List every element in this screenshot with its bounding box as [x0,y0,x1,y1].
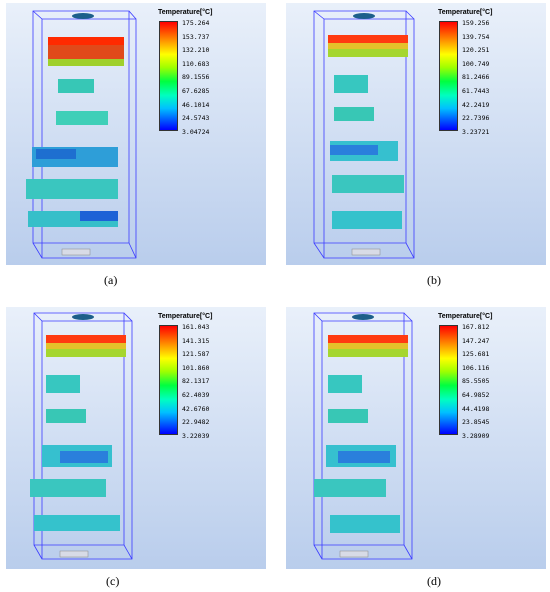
tick-label: 42.2419 [462,100,490,109]
tick-label: 141.315 [182,336,210,345]
panel-caption: (d) [427,574,441,588]
colorbar-tick-labels: 175.264 153.737 132.210 110.683 89.1556 … [182,19,242,136]
panel-caption: (c) [106,574,120,588]
tick-label: 89.1556 [182,73,210,82]
legend-title: Temperature[°C] [438,313,493,320]
tick-label: 3.22039 [182,431,210,440]
tick-label: 42.6760 [182,404,210,413]
tick-label: 22.7396 [462,114,490,123]
simulation-panel-b: Temperature[°C] 159.256 139.754 120.251 … [286,3,546,265]
tick-label: 125.681 [462,350,490,359]
temperature-colorbar [439,21,458,131]
tick-label: 67.6285 [182,87,210,95]
tick-label: 132.210 [182,46,210,55]
tick-label: 121.587 [182,350,210,359]
tick-label: 101.860 [182,363,210,372]
panel-caption: (a) [104,273,118,287]
tick-label: 62.4039 [182,391,210,399]
colorbar-tick-labels: 159.256 139.754 120.251 100.749 81.2466 … [462,19,522,136]
cabinet-model-c [30,312,133,560]
cabinet-model-b [313,10,415,259]
tick-label: 159.256 [462,19,490,27]
simulation-panel-c: Temperature[°C] 161.043 141.315 121.587 … [6,307,266,569]
tick-label: 139.754 [462,32,490,41]
temperature-colorbar [159,21,178,131]
colorbar-tick-labels: 167.812 147.247 125.681 106.116 85.5505 … [462,323,522,440]
tick-label: 175.264 [182,19,210,27]
legend-title: Temperature[°C] [158,313,213,320]
tick-label: 64.9852 [462,391,490,399]
legend-title: Temperature[°C] [158,9,213,16]
tick-label: 110.683 [182,59,210,68]
tick-label: 153.737 [182,32,210,41]
cabinet-model-a [26,10,137,259]
tick-label: 81.2466 [462,73,490,82]
tick-label: 100.749 [462,59,490,68]
temperature-colorbar [439,325,458,435]
tick-label: 85.5505 [462,377,490,386]
tick-label: 44.4198 [462,404,490,413]
tick-label: 3.28909 [462,431,490,440]
panel-caption: (b) [427,273,441,287]
tick-label: 3.04724 [182,127,210,136]
tick-label: 24.5743 [182,114,210,123]
tick-label: 147.247 [462,336,490,345]
simulation-panel-a: Temperature[°C] 175.264 153.737 132.210 … [6,3,266,265]
tick-label: 23.8545 [462,418,490,427]
tick-label: 82.1317 [182,377,210,386]
tick-label: 106.116 [462,363,490,372]
tick-label: 61.7443 [462,87,490,95]
tick-label: 167.812 [462,323,490,331]
tick-label: 120.251 [462,46,490,55]
tick-label: 3.23721 [462,127,490,136]
colorbar-tick-labels: 161.043 141.315 121.587 101.860 82.1317 … [182,323,242,440]
legend-title: Temperature[°C] [438,9,493,16]
cabinet-model-d [313,312,413,560]
tick-label: 46.1014 [182,100,210,109]
tick-label: 22.9482 [182,418,210,427]
tick-label: 161.043 [182,323,210,331]
temperature-colorbar [159,325,178,435]
simulation-panel-d: Temperature[°C] 167.812 147.247 125.681 … [286,307,546,569]
